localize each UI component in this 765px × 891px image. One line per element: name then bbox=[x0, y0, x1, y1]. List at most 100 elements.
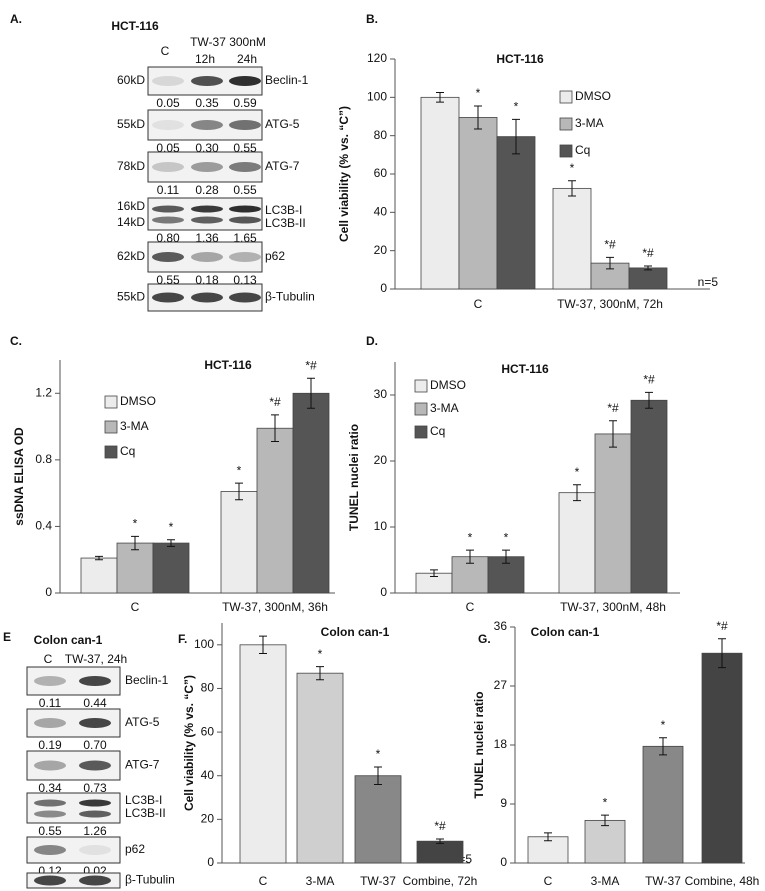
bar bbox=[458, 117, 498, 290]
protein-label: LC3B-II bbox=[265, 216, 306, 230]
kd-marker: 14kD bbox=[117, 215, 145, 229]
y-tick-label: 20 bbox=[374, 243, 388, 257]
chart-title: Colon can-1 bbox=[321, 625, 390, 639]
legend-swatch bbox=[559, 144, 573, 158]
densitometry: 0.55 bbox=[233, 183, 257, 197]
blot-strip bbox=[147, 197, 263, 231]
error-bar bbox=[606, 256, 614, 270]
panel-label: D. bbox=[366, 334, 378, 348]
significance-mark: * bbox=[476, 86, 481, 100]
y-tick-label: 80 bbox=[201, 681, 215, 695]
lane-header: TW-37 300nM bbox=[190, 35, 266, 49]
band bbox=[152, 205, 184, 213]
blot-strip bbox=[26, 792, 121, 824]
chart-title: HCT-116 bbox=[501, 362, 549, 376]
densitometry: 0.28 bbox=[195, 183, 219, 197]
significance-mark: *# bbox=[604, 238, 616, 252]
protein-label: ATG-5 bbox=[125, 715, 160, 729]
x-tick-label: 3-MA bbox=[306, 874, 335, 888]
densitometry: 0.70 bbox=[83, 738, 107, 752]
y-tick-label: 40 bbox=[201, 768, 215, 782]
protein-label: Beclin-1 bbox=[265, 73, 309, 87]
error-bar bbox=[609, 420, 617, 448]
legend-swatch bbox=[414, 425, 428, 439]
significance-mark: * bbox=[237, 463, 242, 477]
legend-label: 3-MA bbox=[575, 116, 604, 130]
error-bar bbox=[644, 265, 652, 271]
y-tick-label: 20 bbox=[201, 812, 215, 826]
band bbox=[152, 292, 184, 303]
significance-mark: *# bbox=[305, 358, 317, 372]
legend-swatch bbox=[559, 90, 573, 104]
protein-label: β-Tubulin bbox=[125, 873, 175, 887]
densitometry: 0.73 bbox=[83, 781, 107, 795]
x-tick-label: C bbox=[131, 600, 140, 614]
y-tick-label: 0 bbox=[207, 855, 214, 869]
bar bbox=[416, 840, 464, 864]
band bbox=[191, 252, 223, 262]
legend-label: Cq bbox=[430, 424, 445, 438]
bar bbox=[152, 542, 190, 594]
x-tick-label: TW-37 bbox=[360, 874, 396, 888]
bar bbox=[552, 187, 592, 290]
x-tick-label: TW-37, 300nM, 36h bbox=[222, 600, 328, 614]
y-tick-label: 0 bbox=[380, 585, 387, 599]
bar bbox=[292, 392, 330, 594]
bar bbox=[80, 557, 118, 594]
error-bar bbox=[573, 484, 581, 502]
error-bar bbox=[430, 569, 438, 577]
band bbox=[34, 875, 66, 886]
kd-marker: 55kD bbox=[117, 290, 145, 304]
band bbox=[79, 845, 111, 855]
error-bar bbox=[645, 391, 653, 409]
error-bar bbox=[374, 766, 382, 785]
error-bar bbox=[512, 118, 520, 155]
significance-mark: * bbox=[570, 161, 575, 175]
panel-label: G. bbox=[478, 632, 491, 646]
band bbox=[229, 162, 261, 172]
band bbox=[191, 216, 223, 224]
significance-mark: * bbox=[468, 530, 473, 544]
protein-label: LC3B-II bbox=[125, 806, 166, 820]
kd-marker: 78kD bbox=[117, 159, 145, 173]
significance-mark: * bbox=[514, 100, 519, 114]
bar bbox=[558, 492, 596, 594]
error-bar bbox=[659, 737, 667, 756]
error-bar bbox=[502, 549, 510, 564]
densitometry: 0.34 bbox=[38, 781, 62, 795]
bar bbox=[354, 775, 402, 864]
protein-label: ATG-7 bbox=[125, 758, 160, 772]
bar bbox=[594, 433, 632, 594]
x-tick-label: TW-37 bbox=[645, 874, 681, 888]
significance-mark: * bbox=[318, 647, 323, 661]
y-tick-label: 120 bbox=[367, 51, 387, 65]
protein-label: ATG-7 bbox=[265, 159, 300, 173]
panel-label: F. bbox=[178, 632, 187, 646]
band bbox=[79, 676, 111, 686]
x-tick-label: TW-37, 300nM, 48h bbox=[560, 600, 666, 614]
y-tick-label: 100 bbox=[367, 90, 387, 104]
y-tick-label: 36 bbox=[494, 619, 508, 633]
significance-mark: * bbox=[376, 747, 381, 761]
bar bbox=[496, 136, 536, 290]
kd-marker: 62kD bbox=[117, 249, 145, 263]
y-axis-label: TUNEL nuclei ratio bbox=[472, 691, 486, 798]
y-tick-label: 0.8 bbox=[35, 452, 52, 466]
legend-swatch bbox=[414, 402, 428, 416]
lane-header: 12h bbox=[195, 52, 215, 66]
y-tick-label: 10 bbox=[374, 519, 388, 533]
legend-swatch bbox=[559, 117, 573, 131]
legend-swatch bbox=[104, 445, 118, 459]
chart-title: HCT-116 bbox=[496, 52, 544, 66]
significance-mark: * bbox=[504, 530, 509, 544]
error-bar bbox=[436, 838, 444, 844]
panel-label: E bbox=[3, 630, 11, 644]
densitometry: 0.59 bbox=[233, 96, 257, 110]
densitometry: 0.05 bbox=[156, 96, 180, 110]
significance-mark: *# bbox=[716, 619, 728, 633]
y-tick-label: 0 bbox=[380, 281, 387, 295]
legend-label: 3-MA bbox=[430, 401, 459, 415]
significance-mark: * bbox=[661, 718, 666, 732]
x-tick-label: C bbox=[259, 874, 268, 888]
legend-swatch bbox=[414, 379, 428, 393]
